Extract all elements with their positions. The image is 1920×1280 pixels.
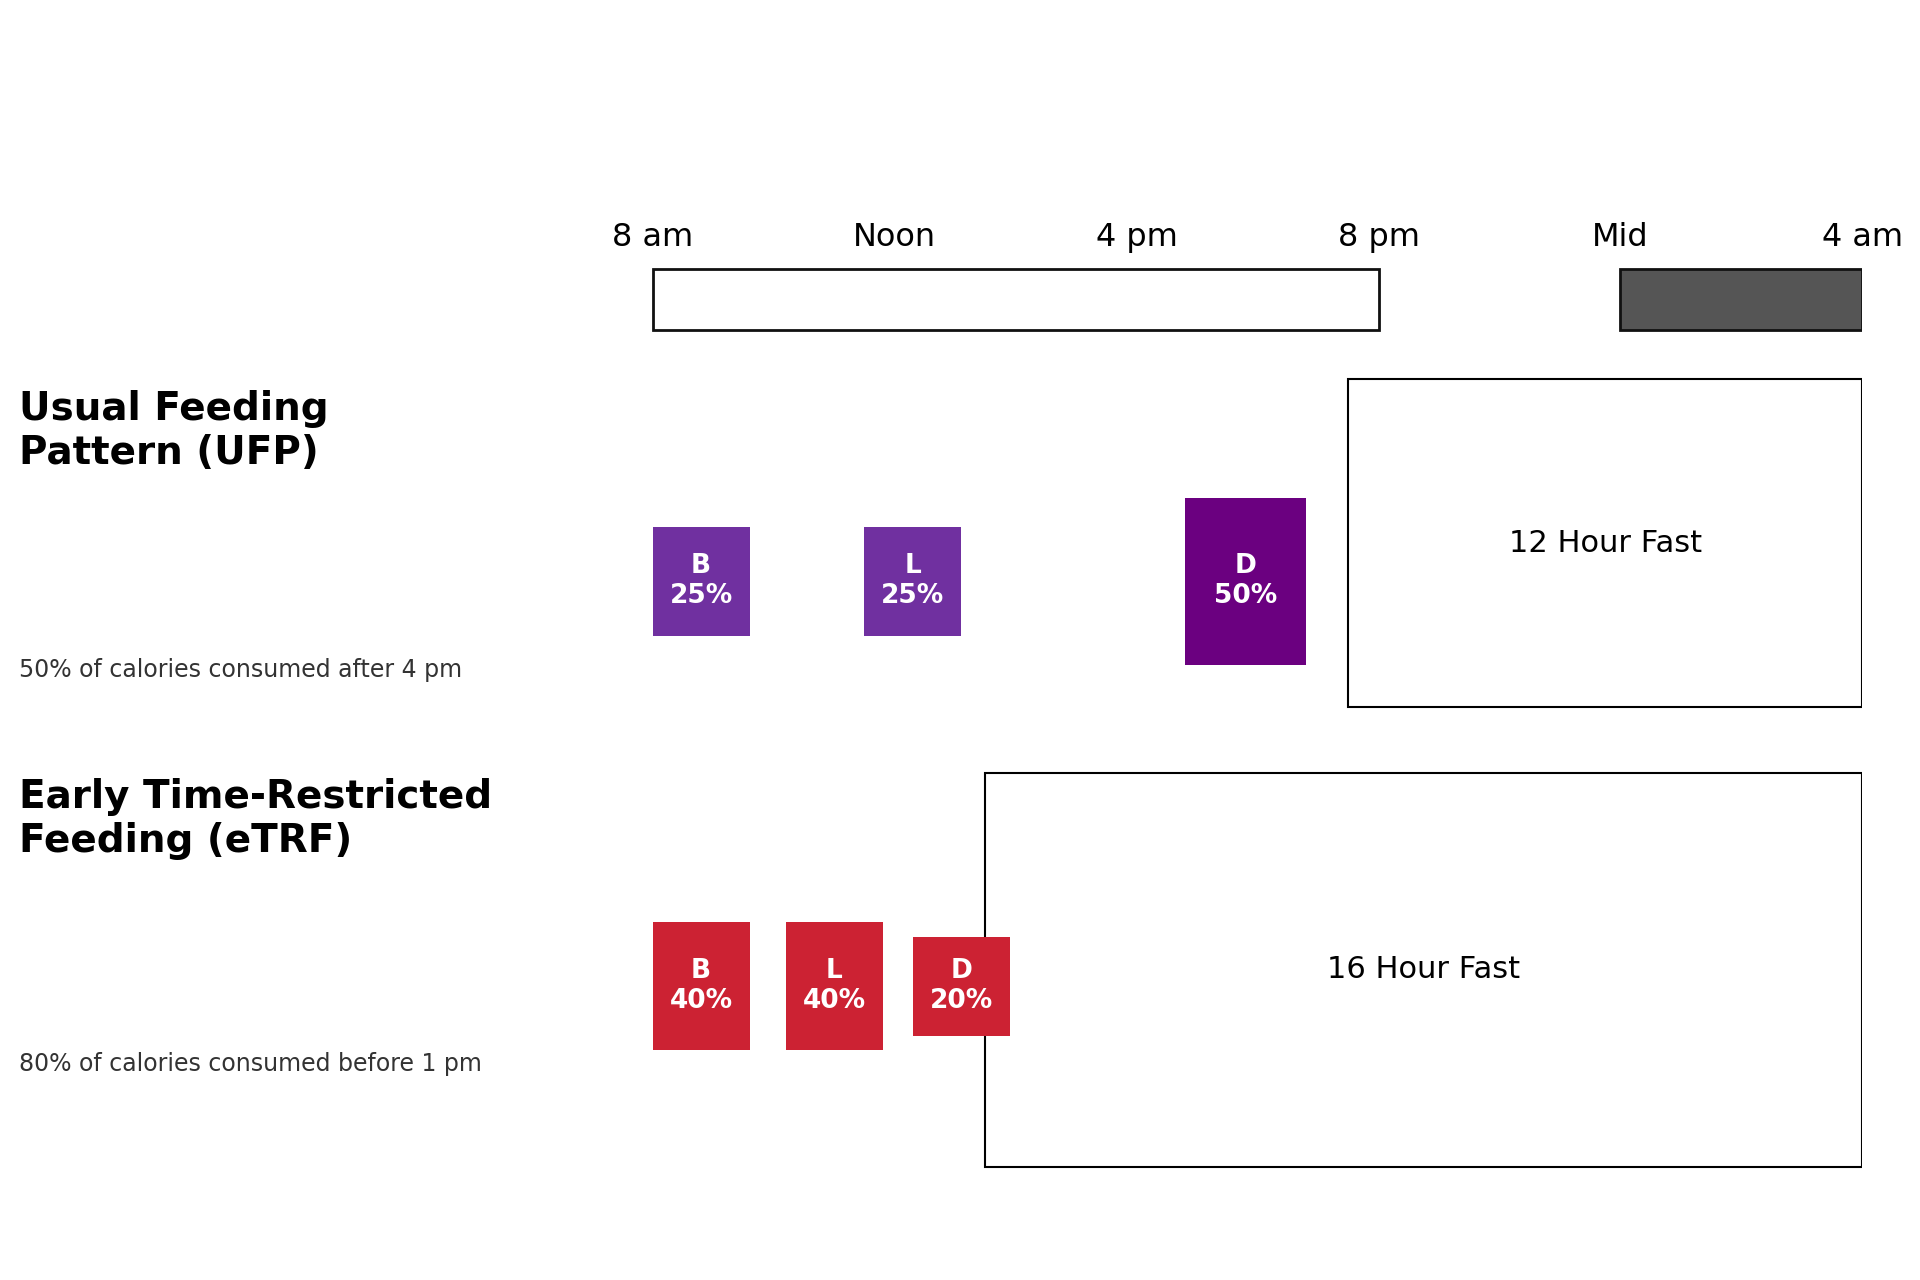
Bar (912, 937, 1010, 1036)
Bar (653, 527, 749, 635)
Text: L
25%: L 25% (881, 553, 945, 609)
Bar (653, 923, 749, 1051)
Text: B
25%: B 25% (670, 553, 733, 609)
Bar (985, 773, 1862, 1167)
Text: B
40%: B 40% (670, 959, 733, 1014)
Text: Study Design: Usual vs. Early Time-Restricted Feeding: Study Design: Usual vs. Early Time-Restr… (150, 41, 1770, 93)
Text: 8 am: 8 am (612, 221, 693, 253)
Text: D
20%: D 20% (929, 959, 993, 1014)
Text: 80% of calories consumed before 1 pm: 80% of calories consumed before 1 pm (19, 1052, 482, 1076)
Bar (864, 527, 962, 635)
Bar (785, 923, 883, 1051)
Text: 8 pm: 8 pm (1338, 221, 1419, 253)
Text: 16 Hour Fast: 16 Hour Fast (1327, 955, 1521, 984)
Text: Noon: Noon (852, 221, 937, 253)
Bar (653, 269, 1379, 330)
Bar (1185, 498, 1306, 666)
Text: 4 pm: 4 pm (1096, 221, 1177, 253)
Text: Usual Feeding
Pattern (UFP): Usual Feeding Pattern (UFP) (19, 390, 328, 472)
Bar (1620, 269, 1862, 330)
Text: L
40%: L 40% (803, 959, 866, 1014)
Text: D
50%: D 50% (1213, 553, 1277, 609)
Text: 50% of calories consumed after 4 pm: 50% of calories consumed after 4 pm (19, 658, 461, 682)
Text: Early Time-Restricted
Feeding (eTRF): Early Time-Restricted Feeding (eTRF) (19, 778, 492, 860)
Text: 4 am: 4 am (1822, 221, 1903, 253)
Text: 12 Hour Fast: 12 Hour Fast (1509, 529, 1701, 558)
Bar (1348, 379, 1862, 707)
Text: Mid: Mid (1592, 221, 1649, 253)
